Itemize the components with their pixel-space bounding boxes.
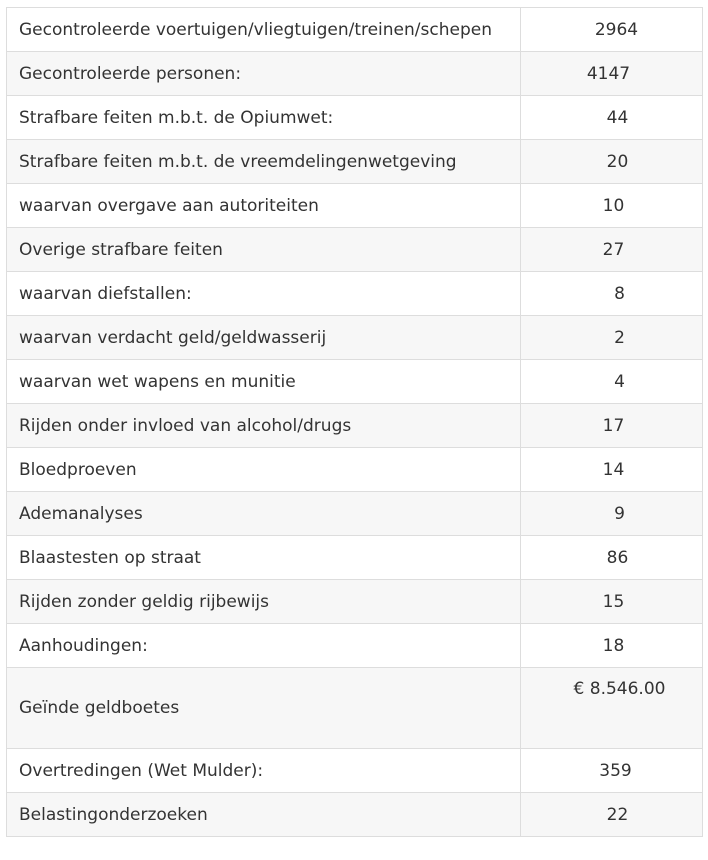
row-label: Gecontroleerde personen: [6, 51, 521, 96]
table-row: waarvan diefstallen: 8 [6, 271, 703, 316]
row-value-text: 22 [606, 804, 629, 825]
row-label: Gecontroleerde voertuigen/vliegtuigen/tr… [6, 7, 521, 52]
table-row: Strafbare feiten m.b.t. de Opiumwet: 44 [6, 95, 703, 140]
row-value: 9 [520, 491, 703, 536]
row-value: 22 [520, 792, 703, 837]
row-label: Overige strafbare feiten [6, 227, 521, 272]
row-value-text: 20 [606, 151, 629, 172]
table-row: Gecontroleerde voertuigen/vliegtuigen/tr… [6, 7, 703, 52]
row-value: € 8.546.00 [520, 667, 703, 749]
row-value-text: 2 [614, 327, 625, 348]
row-value-text: 4 [614, 371, 625, 392]
table-row: Belastingonderzoeken 22 [6, 792, 703, 837]
table-row: Rijden zonder geldig rijbewijs 15 [6, 579, 703, 624]
row-value-text: 15 [602, 591, 625, 612]
statistics-table: Gecontroleerde voertuigen/vliegtuigen/tr… [6, 7, 703, 837]
table-row: Rijden onder invloed van alcohol/drugs 1… [6, 403, 703, 448]
table-row: Strafbare feiten m.b.t. de vreemdelingen… [6, 139, 703, 184]
row-label: Aanhoudingen: [6, 623, 521, 668]
table-row: Bloedproeven 14 [6, 447, 703, 492]
table-row: Aanhoudingen: 18 [6, 623, 703, 668]
row-label: Ademanalyses [6, 491, 521, 536]
row-label: Overtredingen (Wet Mulder): [6, 748, 521, 793]
row-label: waarvan wet wapens en munitie [6, 359, 521, 404]
row-label: Strafbare feiten m.b.t. de vreemdelingen… [6, 139, 521, 184]
row-value-text: 10 [602, 195, 625, 216]
row-value: 8 [520, 271, 703, 316]
row-value: 2964 [520, 7, 703, 52]
row-label: Blaastesten op straat [6, 535, 521, 580]
table-row: Blaastesten op straat 86 [6, 535, 703, 580]
row-value-text: 44 [606, 107, 629, 128]
row-label: Strafbare feiten m.b.t. de Opiumwet: [6, 95, 521, 140]
row-label: waarvan overgave aan autoriteiten [6, 183, 521, 228]
row-value: 86 [520, 535, 703, 580]
table-row: waarvan wet wapens en munitie 4 [6, 359, 703, 404]
row-value: 359 [520, 748, 703, 793]
row-value-text: 27 [602, 239, 625, 260]
row-value: 4147 [520, 51, 703, 96]
row-value: 2 [520, 315, 703, 360]
row-label: Rijden zonder geldig rijbewijs [6, 579, 521, 624]
row-value-text: 9 [614, 503, 625, 524]
row-value: 15 [520, 579, 703, 624]
row-value-text: 359 [599, 760, 632, 781]
table-row: Overige strafbare feiten 27 [6, 227, 703, 272]
statistics-table-body: Gecontroleerde voertuigen/vliegtuigen/tr… [6, 7, 703, 837]
row-label: Rijden onder invloed van alcohol/drugs [6, 403, 521, 448]
row-value: 10 [520, 183, 703, 228]
row-value-text: € 8.546.00 [573, 679, 666, 699]
row-label: waarvan diefstallen: [6, 271, 521, 316]
table-row: Ademanalyses 9 [6, 491, 703, 536]
row-label: Bloedproeven [6, 447, 521, 492]
row-value-text: 2964 [594, 19, 639, 40]
row-value: 17 [520, 403, 703, 448]
row-value: 18 [520, 623, 703, 668]
table-row: Geïnde geldboetes € 8.546.00 [6, 667, 703, 749]
table-row: Overtredingen (Wet Mulder): 359 [6, 748, 703, 793]
row-value-text: 17 [602, 415, 625, 436]
row-value: 14 [520, 447, 703, 492]
table-row: waarvan overgave aan autoriteiten 10 [6, 183, 703, 228]
row-value: 4 [520, 359, 703, 404]
row-value-text: 8 [614, 283, 625, 304]
row-value: 20 [520, 139, 703, 184]
row-value: 44 [520, 95, 703, 140]
row-value-text: 4147 [586, 63, 631, 84]
row-label: Belastingonderzoeken [6, 792, 521, 837]
row-value-text: 86 [606, 547, 629, 568]
row-value: 27 [520, 227, 703, 272]
row-label: Geïnde geldboetes [6, 667, 521, 749]
table-row: waarvan verdacht geld/geldwasserij 2 [6, 315, 703, 360]
table-row: Gecontroleerde personen: 4147 [6, 51, 703, 96]
row-value-text: 18 [602, 635, 625, 656]
row-value-text: 14 [602, 459, 625, 480]
row-label: waarvan verdacht geld/geldwasserij [6, 315, 521, 360]
